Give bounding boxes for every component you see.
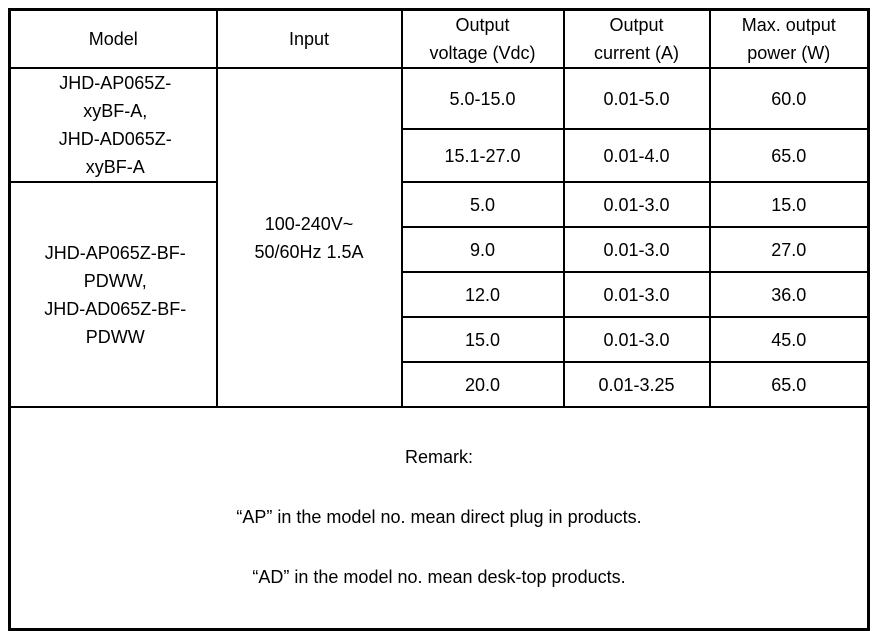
spec-sheet-page: Model Input Output voltage (Vdc) Output … — [8, 8, 870, 631]
power-cell: 65.0 — [708, 128, 870, 183]
header-output-current: Output current (A) — [562, 8, 711, 69]
current-cell: 0.01-3.0 — [562, 316, 711, 363]
table-row: 12.0 0.01-3.0 36.0 — [10, 271, 870, 318]
power-cell: 27.0 — [708, 226, 870, 273]
voltage-cell: 5.0-15.0 — [400, 66, 565, 131]
voltage-cell: 9.0 — [400, 226, 565, 273]
remark-line-ad: “AD” in the model no. mean desk-top prod… — [252, 567, 626, 587]
current-cell: 0.01-5.0 — [562, 66, 711, 131]
remark-title: Remark: — [404, 447, 473, 467]
spec-table: Model Input Output voltage (Vdc) Output … — [8, 8, 870, 631]
model-group-cell-2: JHD-AP065Z-BF- PDWW, JHD-AD065Z-BF- PDWW — [8, 181, 218, 408]
header-input: Input — [215, 8, 403, 69]
remark-line-ap: “AP” in the model no. mean direct plug i… — [236, 507, 642, 527]
remark-row: Remark: “AP” in the model no. mean direc… — [8, 406, 870, 631]
power-cell: 45.0 — [708, 316, 870, 363]
power-cell: 36.0 — [708, 271, 870, 318]
table-row: 15.0 0.01-3.0 45.0 — [10, 316, 870, 363]
table-row: 20.0 0.01-3.25 65.0 — [10, 361, 870, 408]
table-row: 15.1-27.0 0.01-4.0 65.0 — [10, 128, 870, 183]
input-cell: 100-240V~ 50/60Hz 1.5A — [215, 67, 403, 408]
current-cell: 0.01-3.0 — [562, 271, 711, 318]
header-output-voltage: Output voltage (Vdc) — [400, 8, 565, 69]
model-group-cell-1: JHD-AP065Z- xyBF-A, JHD-AD065Z- xyBF-A — [8, 67, 218, 183]
remark-cell: Remark: “AP” in the model no. mean direc… — [8, 406, 870, 631]
voltage-cell: 15.0 — [400, 316, 565, 363]
header-row: Model Input Output voltage (Vdc) Output … — [8, 8, 870, 69]
table-row: 9.0 0.01-3.0 27.0 — [10, 226, 870, 273]
header-max-power: Max. output power (W) — [708, 8, 870, 69]
power-cell: 65.0 — [708, 361, 870, 408]
current-cell: 0.01-3.0 — [562, 226, 711, 273]
voltage-cell: 15.1-27.0 — [400, 128, 565, 183]
current-cell: 0.01-3.0 — [562, 181, 711, 228]
voltage-cell: 12.0 — [400, 271, 565, 318]
header-model: Model — [8, 8, 218, 69]
current-cell: 0.01-3.25 — [562, 361, 711, 408]
voltage-cell: 5.0 — [400, 181, 565, 228]
power-cell: 15.0 — [708, 181, 870, 228]
table-row: JHD-AP065Z-BF- PDWW, JHD-AD065Z-BF- PDWW… — [8, 181, 870, 408]
current-cell: 0.01-4.0 — [562, 128, 711, 183]
table-row: JHD-AP065Z- xyBF-A, JHD-AD065Z- xyBF-A 1… — [8, 66, 870, 408]
power-cell: 60.0 — [708, 66, 870, 131]
voltage-cell: 20.0 — [400, 361, 565, 408]
